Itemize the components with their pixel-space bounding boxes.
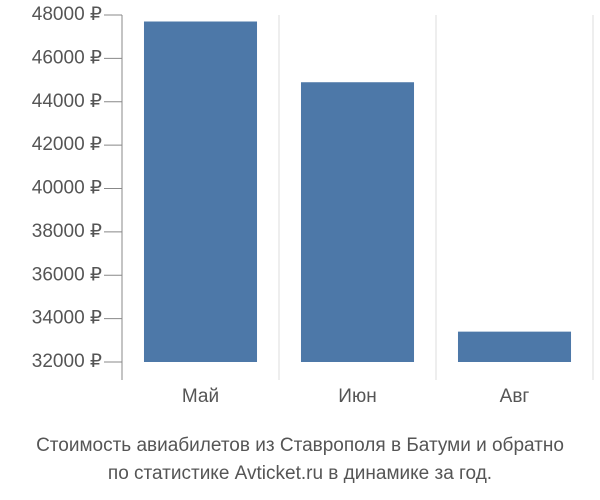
y-tick-label: 32000 ₽ bbox=[32, 351, 102, 372]
y-tick-label: 44000 ₽ bbox=[32, 91, 102, 112]
y-tick-label: 46000 ₽ bbox=[32, 47, 102, 68]
x-tick-label: Авг bbox=[500, 386, 530, 407]
chart-title: Стоимость авиабилетов из Ставрополя в Ба… bbox=[36, 435, 564, 484]
bar bbox=[143, 21, 258, 362]
y-tick-label: 36000 ₽ bbox=[32, 264, 102, 285]
chart: 32000 ₽ 34000 ₽ 36000 ₽ 38000 ₽ 40000 ₽ 42000… bbox=[32, 4, 594, 407]
x-tick-label: Май bbox=[182, 386, 219, 407]
x-tick-label: Июн bbox=[338, 386, 376, 407]
y-tick-label: 42000 ₽ bbox=[32, 134, 102, 155]
y-tick-label: 48000 ₽ bbox=[32, 4, 102, 25]
y-tick-label: 40000 ₽ bbox=[32, 178, 102, 199]
bar bbox=[457, 331, 572, 362]
bar bbox=[300, 82, 415, 362]
y-tick-label: 38000 ₽ bbox=[32, 221, 102, 242]
y-tick-label: 34000 ₽ bbox=[32, 308, 102, 329]
